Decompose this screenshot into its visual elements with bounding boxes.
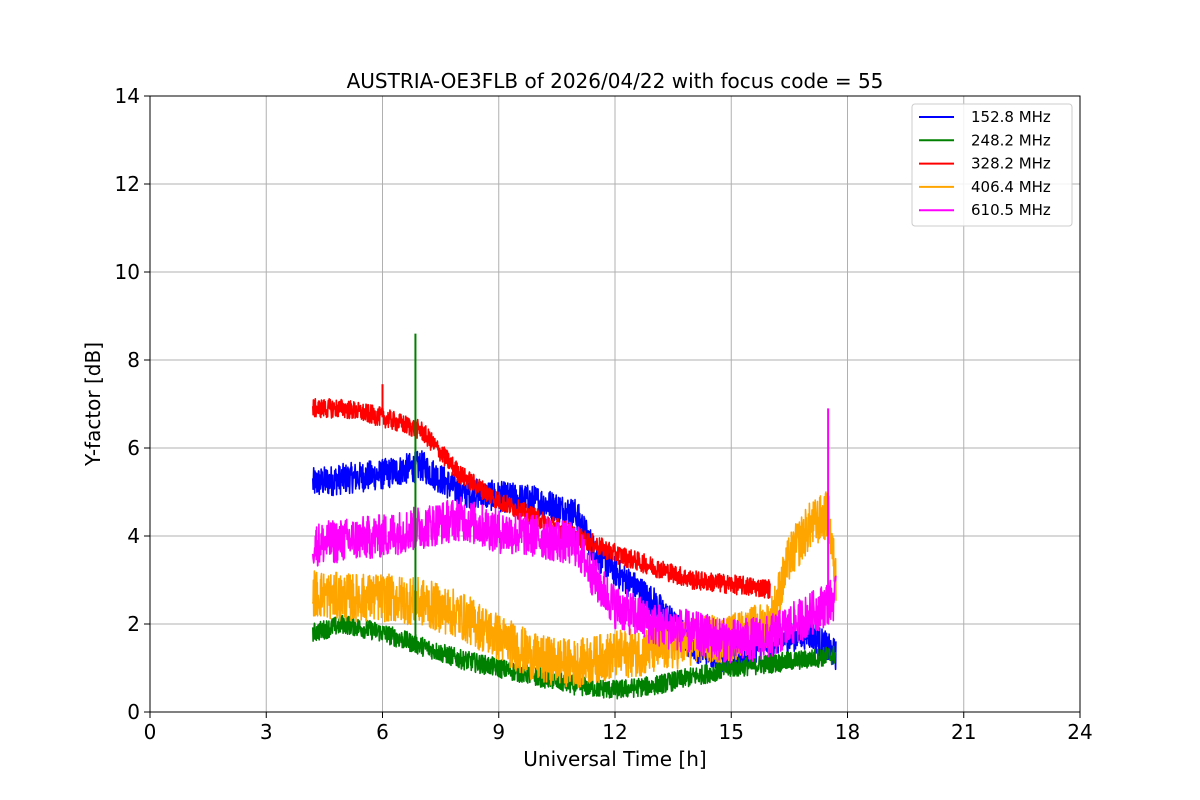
x-axis-label: Universal Time [h] xyxy=(523,747,706,771)
legend-frame xyxy=(911,103,1073,227)
legend: 152.8 MHz 248.2 MHz 328.2 MHz 406.4 MHz 610.… xyxy=(911,103,1073,227)
series-line-4 xyxy=(312,496,837,664)
series-line-1 xyxy=(312,614,837,700)
x-tick-label: 24 xyxy=(1067,720,1092,744)
x-axis: 0 3 6 9 12 15 18 21 24 xyxy=(144,712,1093,744)
x-tick-label: 9 xyxy=(492,720,505,744)
legend-label: 610.5 MHz xyxy=(971,201,1051,219)
chart-title: AUSTRIA-OE3FLB of 2026/04/22 with focus … xyxy=(347,69,884,93)
legend-label: 328.2 MHz xyxy=(971,155,1051,173)
x-tick-label: 15 xyxy=(719,720,744,744)
y-tick-label: 8 xyxy=(127,348,140,372)
y-axis: 0 2 4 6 8 10 12 14 xyxy=(115,84,150,724)
x-tick-label: 12 xyxy=(602,720,627,744)
x-tick-label: 18 xyxy=(835,720,860,744)
legend-label: 248.2 MHz xyxy=(971,131,1051,149)
plot-area xyxy=(312,333,837,700)
x-tick-label: 6 xyxy=(376,720,389,744)
y-tick-label: 2 xyxy=(127,612,140,636)
legend-label: 152.8 MHz xyxy=(971,108,1051,126)
y-tick-label: 6 xyxy=(127,436,140,460)
series-line-2 xyxy=(312,397,771,600)
y-tick-label: 0 xyxy=(127,700,140,724)
x-tick-label: 21 xyxy=(951,720,976,744)
y-tick-label: 4 xyxy=(127,524,140,548)
x-tick-label: 3 xyxy=(260,720,273,744)
x-tick-label: 0 xyxy=(144,720,157,744)
y-tick-label: 10 xyxy=(115,260,140,284)
y-axis-label: Y-factor [dB] xyxy=(81,342,105,467)
y-tick-label: 14 xyxy=(115,84,140,108)
y-tick-label: 12 xyxy=(115,172,140,196)
legend-label: 406.4 MHz xyxy=(971,178,1051,196)
